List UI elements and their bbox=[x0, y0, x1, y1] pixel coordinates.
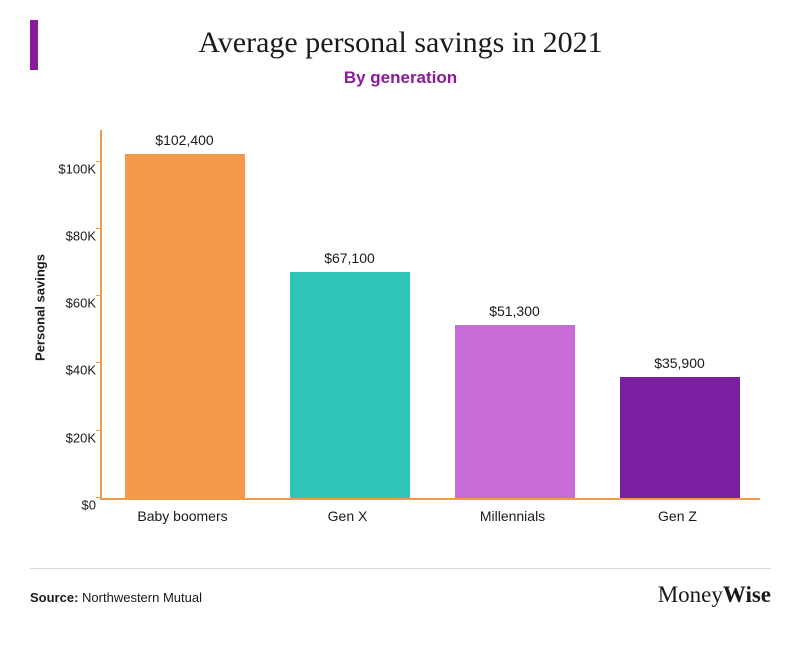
bar-value-label: $67,100 bbox=[290, 250, 410, 266]
y-tick-label: $60K bbox=[52, 296, 96, 311]
x-category-label: Gen X bbox=[328, 508, 368, 524]
brand-wise: Wise bbox=[723, 582, 771, 607]
y-tick-mark bbox=[96, 228, 102, 229]
y-axis-label: Personal savings bbox=[33, 254, 48, 361]
chart-title: Average personal savings in 2021 bbox=[30, 26, 771, 60]
y-tick-mark bbox=[96, 295, 102, 296]
bar-value-label: $35,900 bbox=[620, 355, 740, 371]
bar: $51,300 bbox=[455, 325, 575, 498]
x-category-label: Baby boomers bbox=[137, 508, 227, 524]
bar-value-label: $51,300 bbox=[455, 303, 575, 319]
source-name: Northwestern Mutual bbox=[82, 590, 202, 605]
chart-area: $0$20K$40K$60K$80K$100K$102,400$67,100$5… bbox=[100, 130, 760, 530]
y-tick-label: $0 bbox=[52, 498, 96, 513]
y-tick-mark bbox=[96, 161, 102, 162]
brand-money: Money bbox=[658, 582, 723, 607]
plot-region: $0$20K$40K$60K$80K$100K$102,400$67,100$5… bbox=[100, 130, 760, 500]
bar: $102,400 bbox=[125, 154, 245, 498]
bar: $35,900 bbox=[620, 377, 740, 498]
chart-subtitle: By generation bbox=[30, 68, 771, 88]
y-tick-mark bbox=[96, 497, 102, 498]
source-label: Source: bbox=[30, 590, 78, 605]
y-tick-mark bbox=[96, 362, 102, 363]
brand-logo: MoneyWise bbox=[658, 582, 771, 608]
footer-rule bbox=[30, 568, 771, 569]
x-category-label: Millennials bbox=[480, 508, 545, 524]
x-category-label: Gen Z bbox=[658, 508, 697, 524]
bar-value-label: $102,400 bbox=[125, 132, 245, 148]
y-tick-label: $40K bbox=[52, 363, 96, 378]
accent-bar bbox=[30, 20, 38, 70]
source-line: Source: Northwestern Mutual bbox=[30, 590, 202, 605]
y-tick-label: $20K bbox=[52, 430, 96, 445]
chart-card: Average personal savings in 2021 By gene… bbox=[0, 0, 801, 651]
y-tick-label: $100K bbox=[52, 161, 96, 176]
y-tick-label: $80K bbox=[52, 228, 96, 243]
bar: $67,100 bbox=[290, 272, 410, 498]
y-tick-mark bbox=[96, 430, 102, 431]
